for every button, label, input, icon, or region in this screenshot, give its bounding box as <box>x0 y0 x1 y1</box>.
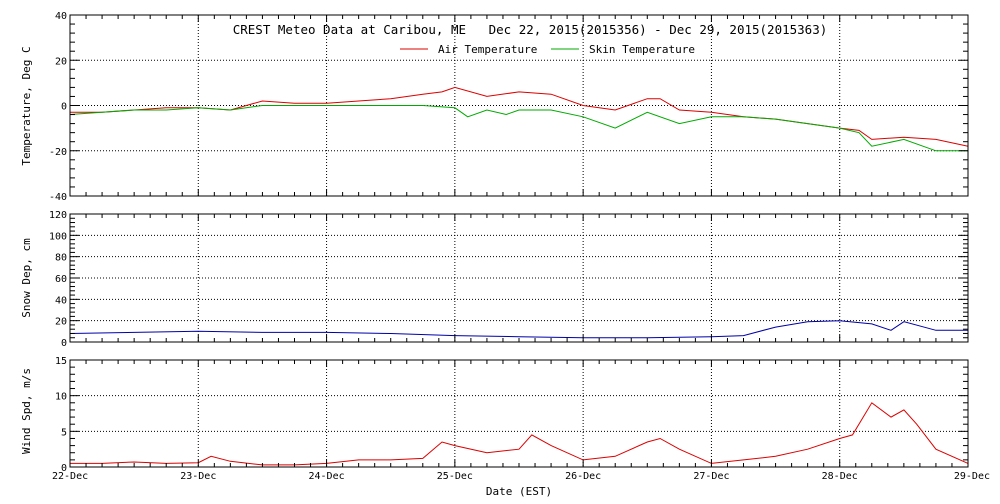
series-line-wind-speed-0 <box>70 402 969 466</box>
y-tick-label-wind-speed: 5 <box>61 427 67 438</box>
x-tick-label: 26-Dec <box>565 471 601 482</box>
text-layer: CREST Meteo Data at Caribou, ME Dec 22, … <box>20 11 990 498</box>
y-tick-label-temperature: -40 <box>49 192 67 203</box>
y-tick-label-snow-depth: 40 <box>55 295 67 306</box>
ticks-layer <box>69 14 969 468</box>
y-axis-label-temperature: Temperature, Deg C <box>20 46 33 165</box>
y-tick-label-snow-depth: 60 <box>55 274 67 285</box>
y-tick-label-temperature: -20 <box>49 147 67 158</box>
y-axis-label-snow-depth: Snow Dep, cm <box>20 238 33 318</box>
x-tick-label: 29-Dec <box>954 471 990 482</box>
x-tick-label: 23-Dec <box>180 471 216 482</box>
x-tick-label: 25-Dec <box>437 471 473 482</box>
y-tick-label-snow-depth: 20 <box>55 317 67 328</box>
y-axis-label-wind-speed: Wind Spd, m/s <box>20 368 33 454</box>
y-tick-label-wind-speed: 15 <box>55 356 67 367</box>
x-tick-label: 22-Dec <box>52 471 88 482</box>
y-tick-label-wind-speed: 10 <box>55 392 67 403</box>
plot-frame-wind-speed <box>69 359 969 468</box>
series-line-temperature-0 <box>70 86 969 147</box>
y-tick-label-temperature: 0 <box>61 102 67 113</box>
legend-label-air-temperature: Air Temperature <box>438 43 537 56</box>
y-tick-label-snow-depth: 0 <box>61 338 67 349</box>
y-tick-label-temperature: 20 <box>55 56 67 67</box>
series-line-temperature-1 <box>69 105 968 152</box>
x-tick-label: 27-Dec <box>693 471 729 482</box>
chart-title: CREST Meteo Data at Caribou, ME Dec 22, … <box>233 22 828 37</box>
x-tick-label: 28-Dec <box>822 471 858 482</box>
frame-layer <box>69 14 969 468</box>
y-tick-label-snow-depth: 80 <box>55 253 67 264</box>
series-layer <box>69 86 969 466</box>
x-tick-label: 24-Dec <box>309 471 345 482</box>
y-tick-label-wind-speed: 0 <box>61 463 67 474</box>
y-tick-label-temperature: 40 <box>55 11 67 22</box>
y-tick-label-snow-depth: 100 <box>49 231 67 242</box>
legend-label-skin-temperature: Skin Temperature <box>589 43 695 56</box>
grid-layer <box>70 15 968 467</box>
y-tick-label-snow-depth: 120 <box>49 210 67 221</box>
x-axis-label: Date (EST) <box>486 485 552 498</box>
plot-frame-snow-depth <box>69 213 969 343</box>
series-line-snow-depth-0 <box>69 320 968 339</box>
